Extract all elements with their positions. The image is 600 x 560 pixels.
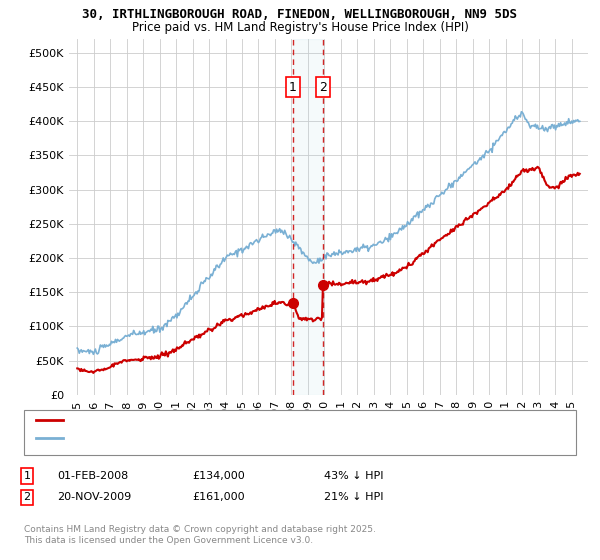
Text: Contains HM Land Registry data © Crown copyright and database right 2025.
This d: Contains HM Land Registry data © Crown c…	[24, 525, 376, 545]
Text: 30, IRTHLINGBOROUGH ROAD, FINEDON, WELLINGBOROUGH, NN9 5DS (detached house): 30, IRTHLINGBOROUGH ROAD, FINEDON, WELLI…	[69, 415, 534, 425]
Text: 30, IRTHLINGBOROUGH ROAD, FINEDON, WELLINGBOROUGH, NN9 5DS: 30, IRTHLINGBOROUGH ROAD, FINEDON, WELLI…	[83, 8, 517, 21]
Text: 2: 2	[23, 492, 31, 502]
Text: £134,000: £134,000	[192, 471, 245, 481]
Text: 1: 1	[23, 471, 31, 481]
Text: Price paid vs. HM Land Registry's House Price Index (HPI): Price paid vs. HM Land Registry's House …	[131, 21, 469, 34]
Text: 2: 2	[319, 81, 326, 94]
Text: £161,000: £161,000	[192, 492, 245, 502]
Text: HPI: Average price, detached house, North Northamptonshire: HPI: Average price, detached house, Nort…	[69, 433, 389, 443]
Bar	[293, 39, 323, 395]
Text: 1: 1	[289, 81, 296, 94]
Text: 01-FEB-2008: 01-FEB-2008	[57, 471, 128, 481]
Text: 21% ↓ HPI: 21% ↓ HPI	[324, 492, 383, 502]
Text: 43% ↓ HPI: 43% ↓ HPI	[324, 471, 383, 481]
Text: 20-NOV-2009: 20-NOV-2009	[57, 492, 131, 502]
